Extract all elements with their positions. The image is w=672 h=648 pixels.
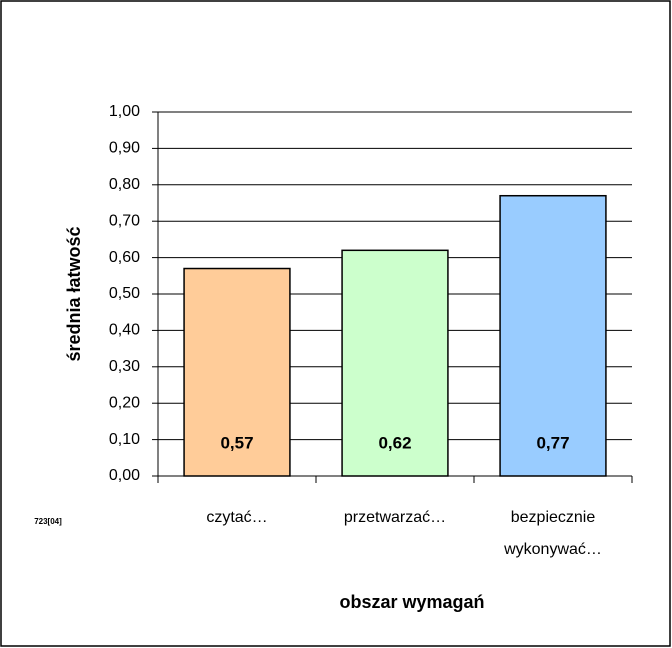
x-tick-label: bezpiecznie wykonywać…: [503, 509, 602, 558]
y-tick-label: 0,80: [109, 176, 140, 193]
y-tick-label: 0,60: [109, 249, 140, 266]
y-tick-label: 0,20: [109, 394, 140, 411]
y-tick-label: 0,00: [109, 467, 140, 484]
y-axis-label: średnia łatwość: [64, 226, 84, 361]
y-tick-label: 1,00: [109, 103, 140, 120]
bar: [183, 267, 291, 477]
value-label: 0,57: [220, 433, 253, 452]
value-label: 0,62: [378, 433, 411, 452]
y-tick-label: 0,50: [109, 285, 140, 302]
x-axis-label: obszar wymagań: [339, 592, 484, 612]
x-tick-label: przetwarzać…: [344, 509, 446, 526]
y-tick-label: 0,10: [109, 431, 140, 448]
bar: [499, 194, 607, 477]
y-tick-label: 0,40: [109, 322, 140, 339]
bar: [341, 249, 449, 477]
value-label: 0,77: [536, 433, 569, 452]
y-tick-label: 0,90: [109, 140, 140, 157]
y-tick-label: 0,70: [109, 212, 140, 229]
x-tick-label: czytać…: [206, 509, 267, 526]
y-tick-label: 0,30: [109, 358, 140, 375]
annotation: 723[04]: [34, 517, 62, 526]
